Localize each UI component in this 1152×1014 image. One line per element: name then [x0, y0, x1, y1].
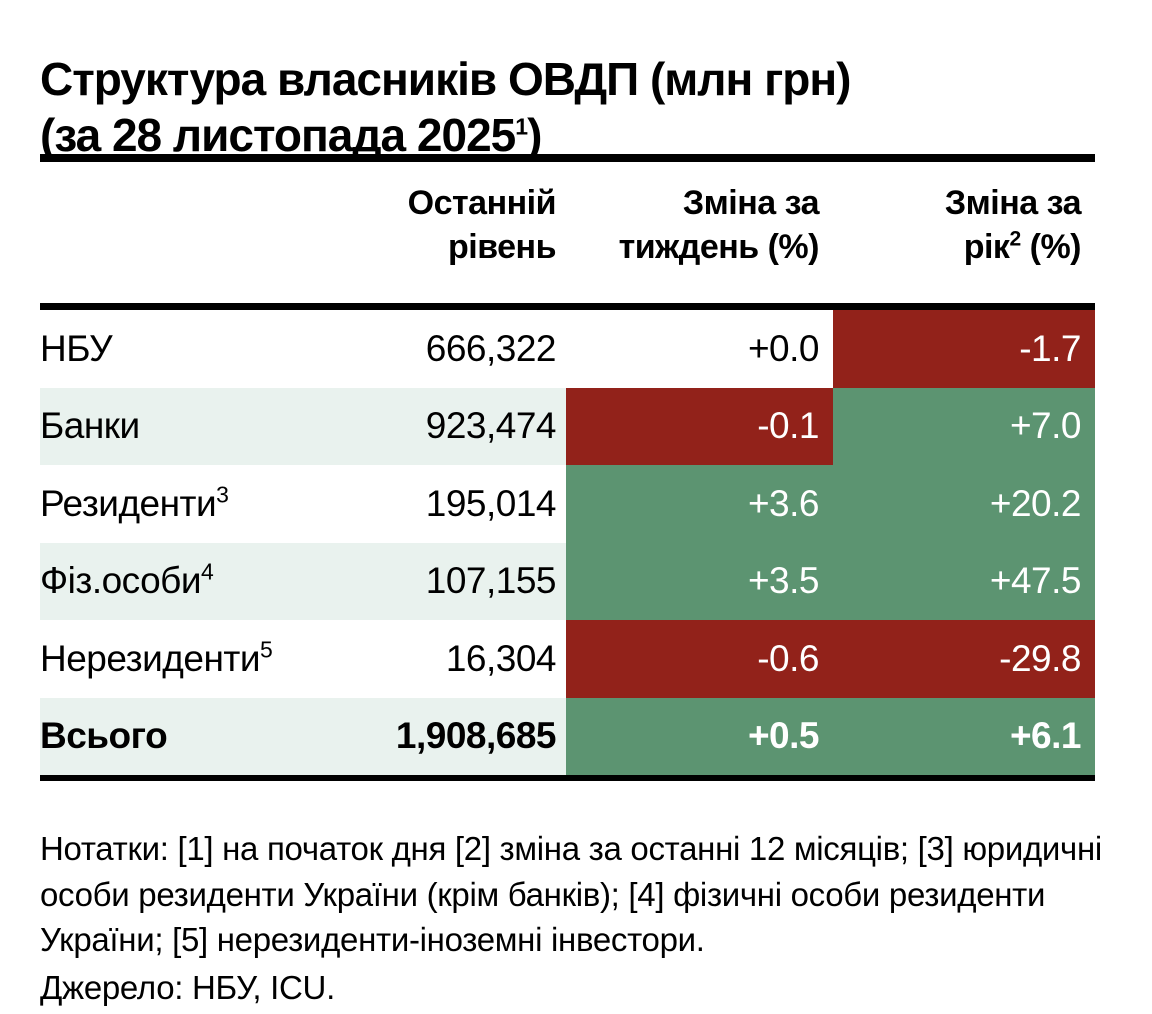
row-level-value: 923,474 — [290, 387, 566, 465]
header-level-line1: Останній — [407, 184, 557, 222]
title-footnote-marker: 1 — [515, 113, 528, 140]
source-text: Джерело: НБУ, ICU. — [40, 969, 335, 1006]
row-level-value: 16,304 — [290, 620, 566, 698]
header-year-line2-post: (%) — [1020, 227, 1082, 266]
row-level-value: 107,155 — [290, 542, 566, 620]
row-label: НБУ — [40, 327, 113, 369]
row-year-change: +7.0 — [833, 387, 1095, 465]
row-year-change: +47.5 — [833, 542, 1095, 620]
row-label: Резиденти3 — [40, 481, 229, 524]
row-label: Нерезиденти5 — [40, 636, 273, 679]
row-week-change: +3.6 — [566, 465, 833, 543]
total-year-change: +6.1 — [833, 697, 1095, 775]
table-header: Останній рівень Зміна за тиждень (%) Змі… — [40, 182, 1095, 269]
row-label-cell: Фіз.особи4 — [40, 542, 290, 620]
table-row: Фіз.особи4 107,155 +3.5 +47.5 — [40, 542, 1095, 620]
row-label-cell: Нерезиденти5 — [40, 620, 290, 698]
table-body: НБУ 666,322 +0.0 -1.7 Банки 923,474 -0.1… — [40, 310, 1095, 775]
total-level-value: 1,908,685 — [290, 697, 566, 775]
total-week-change: +0.5 — [566, 697, 833, 775]
table-row: Нерезиденти5 16,304 -0.6 -29.8 — [40, 620, 1095, 698]
page-title: Структура власників ОВДП (млн грн) (за 28… — [40, 51, 851, 163]
table-row: Банки 923,474 -0.1 +7.0 — [40, 387, 1095, 465]
header-level-line2: рівень — [447, 227, 557, 266]
row-footnote-marker: 5 — [260, 636, 273, 663]
row-label-cell: НБУ — [40, 310, 290, 388]
header-week-column: Зміна за тиждень (%) — [566, 182, 833, 269]
table-bottom-divider — [40, 775, 1095, 781]
row-label-cell: Резиденти3 — [40, 465, 290, 543]
total-label-cell: Всього — [40, 697, 290, 775]
row-year-change: -29.8 — [833, 620, 1095, 698]
row-level-value: 666,322 — [290, 310, 566, 388]
header-divider — [40, 303, 1095, 310]
row-week-change: +3.5 — [566, 542, 833, 620]
header-week-line2: тиждень (%) — [618, 227, 820, 266]
title-line1: Структура власників ОВДП (млн грн) — [40, 52, 851, 105]
row-week-change: -0.6 — [566, 620, 833, 698]
header-year-line1: Зміна за — [944, 184, 1082, 222]
row-footnote-marker: 4 — [201, 558, 214, 585]
row-label-cell: Банки — [40, 387, 290, 465]
row-footnote-marker: 3 — [216, 481, 229, 508]
header-week-line1: Зміна за — [682, 184, 820, 222]
table-row: НБУ 666,322 +0.0 -1.7 — [40, 310, 1095, 388]
table-row: Резиденти3 195,014 +3.6 +20.2 — [40, 465, 1095, 543]
table-total-row: Всього 1,908,685 +0.5 +6.1 — [40, 697, 1095, 775]
row-label: Фіз.особи4 — [40, 558, 214, 602]
row-week-change: -0.1 — [566, 387, 833, 465]
total-label: Всього — [40, 715, 168, 757]
row-label: Банки — [40, 405, 140, 447]
header-level-column: Останній рівень — [290, 182, 566, 269]
title-divider — [40, 154, 1095, 162]
row-year-change: +20.2 — [833, 465, 1095, 543]
row-year-change: -1.7 — [833, 310, 1095, 388]
row-week-change: +0.0 — [566, 310, 833, 388]
header-year-line2: рік — [963, 227, 1010, 266]
title-line2: (за 28 листопада 2025 — [40, 108, 516, 161]
title-line2-close: ) — [527, 108, 542, 161]
header-year-footnote-marker: 2 — [1009, 227, 1021, 251]
footnotes-text: Нотатки: [1] на початок дня [2] зміна за… — [40, 830, 1102, 959]
header-year-column: Зміна за рік2 (%) — [833, 182, 1095, 269]
row-level-value: 195,014 — [290, 465, 566, 543]
